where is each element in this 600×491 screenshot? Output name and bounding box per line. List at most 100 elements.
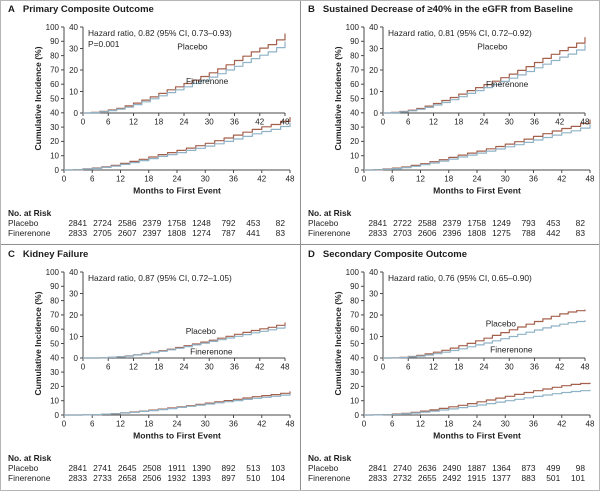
risk-count: 1758 (167, 218, 186, 228)
inset-y-tick-label: 40 (369, 23, 378, 32)
panel-b-letter: B (308, 4, 315, 15)
inset-curves (383, 37, 586, 114)
risk-count: 441 (246, 228, 260, 238)
vertical-panel-divider (300, 1, 301, 490)
main-y-tick-label: 0 (355, 411, 360, 420)
main-y-tick-label: 40 (350, 109, 359, 118)
panel-a-title: Primary Composite Outcome (22, 4, 154, 15)
main-y-tick-label: 100 (346, 268, 360, 277)
risk-count: 453 (246, 218, 260, 228)
x-axis-label: Months to First Event (133, 431, 221, 441)
annotation-line: Hazard ratio, 0.81 (95% CI, 0.72–0.92) (388, 28, 532, 38)
risk-count: 1393 (192, 473, 211, 483)
risk-count: 1808 (167, 228, 186, 238)
inset-y-tick-label: 20 (369, 66, 378, 75)
risk-count: 101 (571, 473, 585, 483)
risk-count: 897 (222, 473, 236, 483)
inset-x-tick-label: 12 (129, 118, 138, 127)
risk-count: 104 (271, 473, 285, 483)
risk-row-finerenone: Finerenone 2833 2732 2655 2492 1915 1377 883 501… (308, 473, 585, 483)
main-x-tick-label: 30 (201, 175, 210, 184)
inset-x-tick-label: 42 (255, 118, 264, 127)
main-y-tick-label: 50 (50, 339, 59, 348)
risk-row-label: Finerenone (8, 228, 51, 238)
main-y-tick-label: 0 (55, 411, 60, 420)
risk-count: 873 (522, 463, 536, 473)
risk-count: 82 (276, 218, 286, 228)
inset-curve-finerenone (83, 325, 286, 359)
inset-y-tick-label: 30 (369, 289, 378, 298)
risk-count: 2841 (68, 218, 87, 228)
main-x-tick-label: 48 (286, 420, 295, 429)
inset-axis-labels: 0 10 20 30 40 0 6 12 18 24 30 36 42 48 (69, 268, 290, 372)
y-axis-label: Cumulative Incidence (%) (333, 291, 343, 395)
risk-count: 1758 (467, 218, 486, 228)
main-y-tick-label: 10 (50, 397, 59, 406)
main-y-tick-label: 30 (50, 123, 59, 132)
x-axis-label: Months to First Event (433, 186, 521, 196)
risk-count: 1915 (467, 473, 486, 483)
inset-x-tick-label: 30 (505, 363, 514, 372)
risk-count: 442 (546, 228, 560, 238)
risk-count: 2733 (93, 473, 112, 483)
main-x-tick-label: 0 (362, 420, 367, 429)
main-y-tick-label: 50 (350, 339, 359, 348)
inset-x-tick-label: 18 (154, 118, 163, 127)
panel-d-header: D Secondary Composite Outcome (308, 249, 467, 260)
risk-table-header: No. at Risk (308, 208, 352, 218)
y-axis-label: Cumulative Incidence (%) (33, 46, 43, 150)
inset-x-tick-label: 30 (505, 118, 514, 127)
main-y-tick-label: 60 (50, 325, 59, 334)
main-x-tick-label: 12 (416, 175, 425, 184)
risk-count: 2588 (418, 218, 437, 228)
inset-y-tick-label: 40 (69, 23, 78, 32)
main-x-tick-label: 18 (444, 420, 453, 429)
risk-row-label: Placebo (8, 463, 39, 473)
main-y-tick-label: 20 (50, 382, 59, 391)
hazard-ratio-annotation: Hazard ratio, 0.76 (95% CI, 0.65–0.90) (388, 273, 532, 283)
risk-count: 2379 (143, 218, 162, 228)
risk-count: 83 (576, 228, 586, 238)
risk-table-header: No. at Risk (8, 453, 52, 463)
risk-count: 2703 (393, 228, 412, 238)
inset-y-tick-label: 40 (369, 268, 378, 277)
inset-x-tick-label: 12 (429, 118, 438, 127)
inset-axes (80, 26, 286, 116)
main-y-tick-label: 100 (46, 23, 60, 32)
main-y-tick-label: 80 (350, 51, 359, 60)
annotation-line: P=0.001 (88, 39, 120, 49)
main-x-tick-label: 36 (229, 175, 238, 184)
main-y-tick-label: 60 (50, 80, 59, 89)
main-x-tick-label: 6 (390, 175, 395, 184)
main-y-tick-label: 100 (346, 23, 360, 32)
main-curves (364, 382, 591, 416)
risk-count: 82 (576, 218, 586, 228)
main-x-tick-label: 18 (444, 175, 453, 184)
inset-x-tick-label: 6 (106, 363, 111, 372)
main-y-tick-label: 10 (350, 397, 359, 406)
risk-count: 1275 (492, 228, 511, 238)
main-y-tick-label: 20 (350, 137, 359, 146)
hazard-ratio-annotation: Hazard ratio, 0.81 (95% CI, 0.72–0.92) (388, 28, 532, 38)
main-x-tick-label: 24 (173, 175, 182, 184)
main-curve-finerenone (64, 393, 291, 416)
risk-count: 453 (546, 218, 560, 228)
x-axis-label: Months to First Event (433, 431, 521, 441)
risk-row-label: Placebo (308, 218, 339, 228)
panel-a-letter: A (8, 4, 15, 15)
inset-y-tick-label: 30 (69, 289, 78, 298)
inset-axes (380, 271, 586, 361)
main-x-tick-label: 42 (257, 175, 266, 184)
inset-x-tick-label: 36 (530, 363, 539, 372)
inset-x-tick-label: 18 (454, 363, 463, 372)
main-y-tick-label: 80 (50, 296, 59, 305)
main-y-tick-label: 50 (350, 94, 359, 103)
risk-count: 793 (522, 218, 536, 228)
main-x-tick-label: 24 (173, 420, 182, 429)
risk-count: 2833 (68, 473, 87, 483)
